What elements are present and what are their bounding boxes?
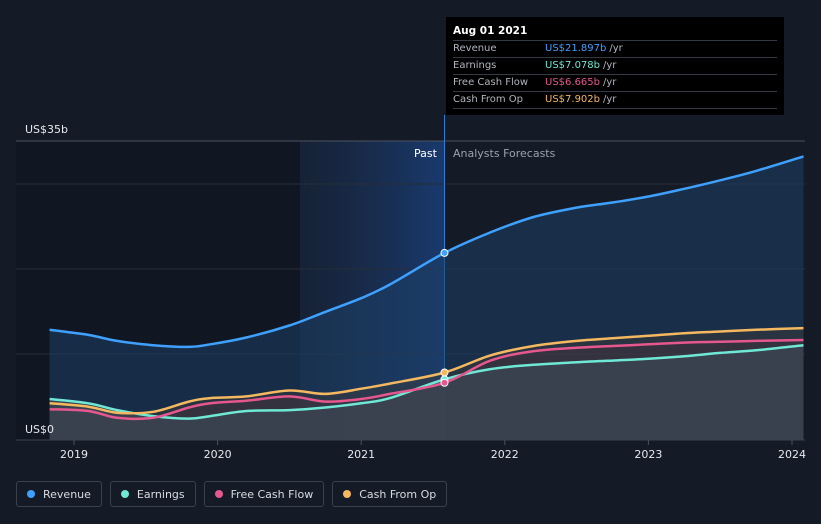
legend-label: Earnings	[136, 487, 185, 501]
legend-item-free-cash-flow[interactable]: Free Cash Flow	[203, 481, 325, 507]
forecast-region-label: Analysts Forecasts	[453, 147, 556, 160]
earnings-line	[49, 343, 804, 420]
tooltip-value: US$21.897b	[545, 43, 607, 54]
x-tick-label: 2024	[778, 448, 806, 461]
tooltip-unit: /yr	[603, 94, 617, 105]
tooltip-value: US$7.902b	[545, 94, 601, 105]
tooltip-label: Cash From Op	[453, 94, 524, 105]
y-axis-bottom-label: US$0	[25, 423, 55, 436]
revenue-line	[49, 155, 804, 349]
tooltip-date: Aug 01 2021	[453, 25, 528, 37]
tooltip-label: Free Cash Flow	[453, 77, 529, 88]
free-cash-flow-marker	[440, 378, 449, 387]
tooltip-label: Earnings	[453, 60, 497, 71]
legend-label: Free Cash Flow	[230, 487, 314, 501]
tooltip-value: US$7.078b	[545, 60, 601, 71]
x-tick-label: 2020	[203, 448, 232, 461]
earnings-dot-icon	[120, 490, 129, 498]
earnings-area	[49, 345, 804, 440]
legend-label: Cash From Op	[359, 487, 437, 501]
x-tick-label: 2021	[347, 448, 376, 461]
revenue-marker	[440, 248, 449, 257]
legend-label: Revenue	[43, 487, 91, 501]
tooltip-row-earnings: Earnings US$7.078b /yr	[453, 57, 777, 74]
x-tick-label: 2022	[490, 448, 519, 461]
cash-from-op-dot-icon	[343, 490, 352, 498]
tooltip-row-revenue: Revenue US$21.897b /yr	[453, 40, 777, 57]
legend: Revenue Earnings Free Cash Flow Cash Fro…	[16, 481, 448, 507]
tooltip-unit: /yr	[603, 77, 617, 88]
y-axis-top-label: US$35b	[25, 123, 69, 136]
cash-from-op-line	[49, 326, 804, 415]
tooltip-label: Revenue	[453, 43, 497, 54]
legend-item-revenue[interactable]: Revenue	[16, 481, 102, 507]
tooltip-value: US$6.665b	[545, 77, 601, 88]
x-tick-label: 2023	[634, 448, 663, 461]
cash-from-op-marker	[440, 368, 449, 377]
tooltip-unit: /yr	[609, 43, 623, 54]
data-tooltip: Aug 01 2021 Revenue US$21.897b /yr Earni…	[446, 17, 784, 115]
tooltip-row-free-cash-flow: Free Cash Flow US$6.665b /yr	[453, 74, 777, 91]
tooltip-unit: /yr	[603, 60, 617, 71]
revenue-dot-icon	[27, 490, 35, 498]
past-region-label: Past	[414, 147, 437, 160]
legend-item-cash-from-op[interactable]: Cash From Op	[332, 481, 448, 507]
free-cash-flow-dot-icon	[214, 490, 223, 498]
x-tick-label: 2019	[60, 448, 88, 461]
tooltip-row-cash-from-op: Cash From Op US$7.902b /yr	[453, 91, 777, 109]
legend-item-earnings[interactable]: Earnings	[109, 481, 196, 507]
free-cash-flow-line	[49, 338, 804, 421]
